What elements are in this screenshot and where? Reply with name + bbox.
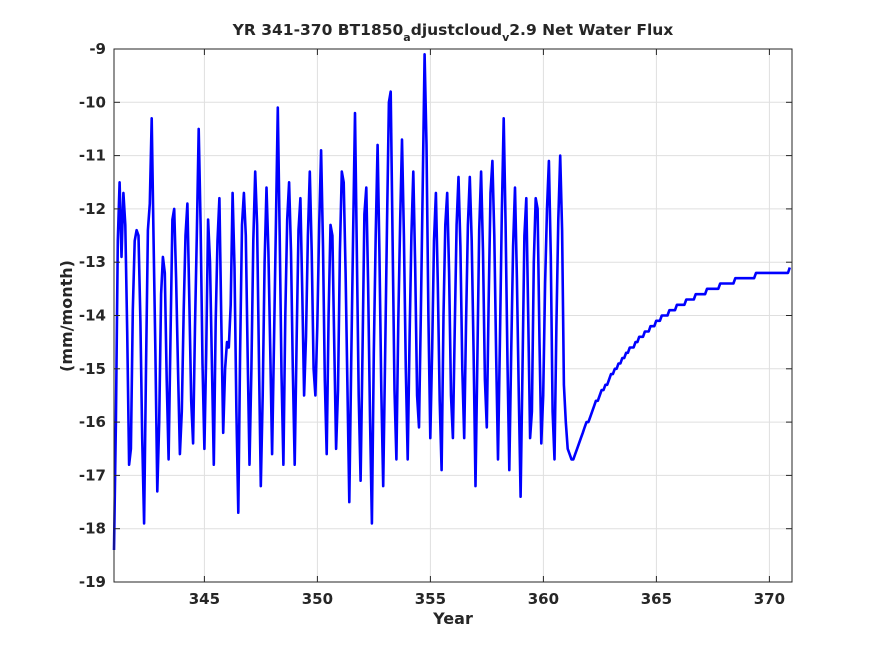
y-tick-label: -16 xyxy=(79,413,106,431)
y-tick-label: -17 xyxy=(79,466,106,484)
x-tick-label: 345 xyxy=(189,590,220,608)
x-tick-label: 355 xyxy=(415,590,446,608)
y-tick-labels: -19 -18 -17 -16 -15 -14 -13 -12 -11 -10 -9 xyxy=(79,40,106,591)
y-tick-label: -15 xyxy=(79,360,106,378)
y-axis-label: (mm/month) xyxy=(57,260,76,372)
x-tick-labels: 345 350 355 360 365 370 xyxy=(189,590,785,608)
y-tick-label: -14 xyxy=(79,307,106,325)
y-tick-label: -19 xyxy=(79,573,106,591)
y-tick-label: -13 xyxy=(79,253,106,271)
chart-title: YR 341-370 BT1850adjustcloudv2.9 Net Wat… xyxy=(232,21,674,44)
y-tick-label: -9 xyxy=(89,40,106,58)
series-layer xyxy=(112,52,792,551)
y-tick-label: -10 xyxy=(79,93,106,111)
y-tick-label: -11 xyxy=(79,147,106,165)
y-tick-label: -12 xyxy=(79,200,106,218)
tick-marks xyxy=(114,48,792,583)
x-tick-label: 360 xyxy=(528,590,559,608)
series-line xyxy=(112,52,792,551)
x-axis-label: Year xyxy=(432,609,473,628)
y-tick-label: -18 xyxy=(79,520,106,538)
x-tick-label: 350 xyxy=(302,590,333,608)
x-tick-label: 365 xyxy=(641,590,672,608)
x-tick-label: 370 xyxy=(754,590,785,608)
